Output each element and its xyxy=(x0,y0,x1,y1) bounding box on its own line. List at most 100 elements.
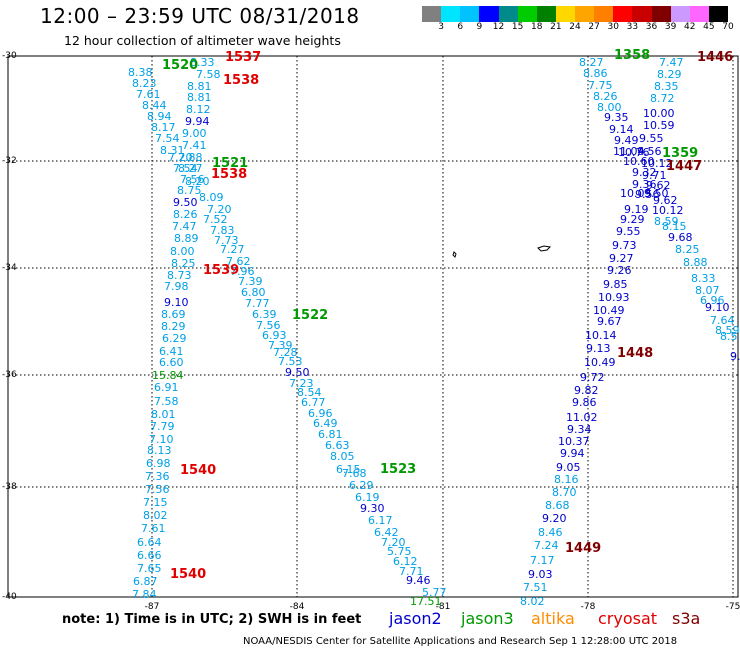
pass-time-label: 1448 xyxy=(617,346,654,361)
wave-height-label: 7.56 xyxy=(145,483,170,496)
wave-height-label: 9.68 xyxy=(668,231,693,244)
color-swatch xyxy=(517,6,537,22)
wave-height-label: 7.73 xyxy=(214,234,239,247)
color-scale-label: 9 xyxy=(476,22,483,32)
pass-time-label: 1538 xyxy=(211,167,248,182)
color-scale-label: 30 xyxy=(607,22,619,32)
wave-height-label: 9.05 xyxy=(556,461,581,474)
wave-height-label: 8.16 xyxy=(554,473,579,486)
wave-height-label: 9.71 xyxy=(642,169,667,182)
longitude-label: -78 xyxy=(580,602,596,612)
wave-height-label: 10.76 xyxy=(618,146,650,159)
wave-height-label: 7.77 xyxy=(245,297,270,310)
latitude-label: -36 xyxy=(2,370,17,380)
wave-height-label: 8.81 xyxy=(187,80,212,93)
longitude-label: -75 xyxy=(725,602,740,612)
wave-height-label: 6.42 xyxy=(374,526,399,539)
wave-height-label: 9.34 xyxy=(567,423,592,436)
color-scale-label: 70 xyxy=(722,22,734,32)
legend-item-jason3: jason3 xyxy=(461,609,514,628)
wave-height-label: 9.20 xyxy=(542,512,567,525)
color-swatch xyxy=(555,6,575,22)
wave-height-label: 9.10 xyxy=(705,301,730,314)
wave-height-label: 9.29 xyxy=(620,213,645,226)
wave-height-label: 8.00 xyxy=(170,245,195,258)
wave-height-label: 9.67 xyxy=(597,315,622,328)
legend-item-altika: altika xyxy=(531,609,575,628)
wave-height-label: 9.10 xyxy=(164,296,189,309)
wave-height-label: 8.26 xyxy=(173,208,198,221)
wave-height-label: 8.15 xyxy=(662,220,687,233)
pass-time-label: 1539 xyxy=(203,263,240,278)
pass-time-label: 1449 xyxy=(565,541,602,556)
wave-height-label: 6.17 xyxy=(368,514,393,527)
color-scale-label: 39 xyxy=(664,22,677,32)
pass-time-label: 1540 xyxy=(170,567,207,582)
wave-height-label: 11.02 xyxy=(566,411,598,424)
latitude-label: -30 xyxy=(2,51,17,61)
wave-height-label: 9.85 xyxy=(603,278,628,291)
pass-time-label: 1359 xyxy=(662,146,699,161)
wave-height-label: 6.98 xyxy=(146,457,171,470)
pass-time-label: 1447 xyxy=(666,159,703,174)
longitude-label: -81 xyxy=(435,602,451,612)
color-swatch xyxy=(479,6,499,22)
wave-height-label: 6.12 xyxy=(393,555,418,568)
color-swatch xyxy=(441,6,461,22)
wave-height-label: 9.50 xyxy=(644,187,669,200)
wave-height-label: 6.63 xyxy=(325,439,350,452)
wave-height-label: 8.46 xyxy=(538,526,563,539)
wave-height-label: 8.02 xyxy=(520,595,545,608)
wave-height-label: 7.83 xyxy=(210,224,235,237)
wave-height-label: 7.61 xyxy=(141,522,166,535)
island-outline xyxy=(537,245,552,252)
wave-height-label: 7.64 xyxy=(710,314,735,327)
wave-height-label: 6.60 xyxy=(159,356,184,369)
wave-height-label: 8.35 xyxy=(654,80,679,93)
wave-height-label: 7.75 xyxy=(588,79,613,92)
wave-height-label: 7.39 xyxy=(238,275,263,288)
wave-height-label: 7.96 xyxy=(230,265,255,278)
wave-height-label: 10.60 xyxy=(623,155,655,168)
wave-height-label: 10.59 xyxy=(643,119,675,132)
wave-height-label: 8.27 xyxy=(579,56,604,69)
pass-time-label: 1523 xyxy=(380,462,417,477)
map-subtitle: 12 hour collection of altimeter wave hei… xyxy=(64,33,341,48)
wave-height-label: 7.68 xyxy=(342,467,367,480)
pass-time-label: 1540 xyxy=(180,463,217,478)
wave-height-label: 7.56 xyxy=(256,319,281,332)
wave-height-label: 7.58 xyxy=(196,68,221,81)
wave-height-label: 8.20 xyxy=(185,175,210,188)
wave-height-label: 9.56 xyxy=(637,145,662,158)
wave-height-label: 9.26 xyxy=(607,264,632,277)
wave-height-label: 9.36 xyxy=(632,178,657,191)
wave-height-label: 7.20 xyxy=(168,151,193,164)
wave-height-label: 6.91 xyxy=(154,381,179,394)
wave-height-label: 8.70 xyxy=(552,486,577,499)
wave-height-label: 8.09 xyxy=(199,191,224,204)
wave-height-label: 10.49 xyxy=(593,304,625,317)
pass-time-label: 1521 xyxy=(212,156,249,171)
color-scale-label: 6 xyxy=(457,22,464,32)
wave-height-label: 9.55 xyxy=(616,225,641,238)
legend-item-jason2: jason2 xyxy=(389,609,442,628)
color-scale-label: 3 xyxy=(438,22,444,32)
wave-height-label: 6.49 xyxy=(313,417,338,430)
wave-height-label: 7.84 xyxy=(132,588,157,601)
wave-height-label: 7.23 xyxy=(289,377,314,390)
wave-height-label: 6.41 xyxy=(159,345,184,358)
wave-height-label: 9. xyxy=(730,350,740,363)
wave-height-label: 9.30 xyxy=(360,502,385,515)
wave-height-label: 7.20 xyxy=(381,536,406,549)
wave-height-label: 8.89 xyxy=(174,232,199,245)
color-scale-label: 24 xyxy=(569,22,581,32)
wave-height-label: 6.64 xyxy=(137,536,162,549)
wave-height-label: 6.66 xyxy=(137,549,162,562)
wave-height-label: 9.82 xyxy=(574,384,599,397)
wave-height-label: 9.86 xyxy=(572,396,597,409)
wave-height-label: 17.51 xyxy=(410,595,442,608)
wave-height-label: 7.56 xyxy=(180,173,205,186)
wave-height-label: 6.39 xyxy=(252,308,277,321)
wave-height-label: 8.27 xyxy=(178,162,203,175)
